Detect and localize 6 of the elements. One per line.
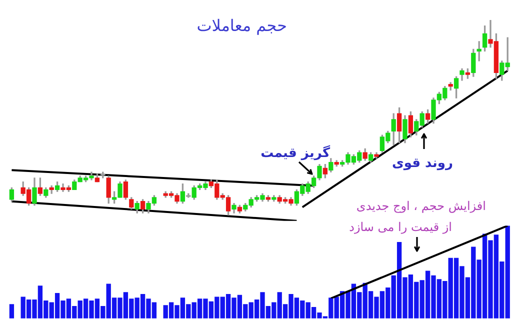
chart-title: حجم معاملات (196, 16, 287, 35)
annotation: گریز قیمت (260, 146, 330, 161)
annotation: از قیمت را می سازد (349, 220, 452, 234)
bar (9, 304, 14, 318)
annotation: افزایش حجم ، اوج جدیدی (356, 199, 486, 213)
annotation: روند قوی (392, 156, 453, 171)
